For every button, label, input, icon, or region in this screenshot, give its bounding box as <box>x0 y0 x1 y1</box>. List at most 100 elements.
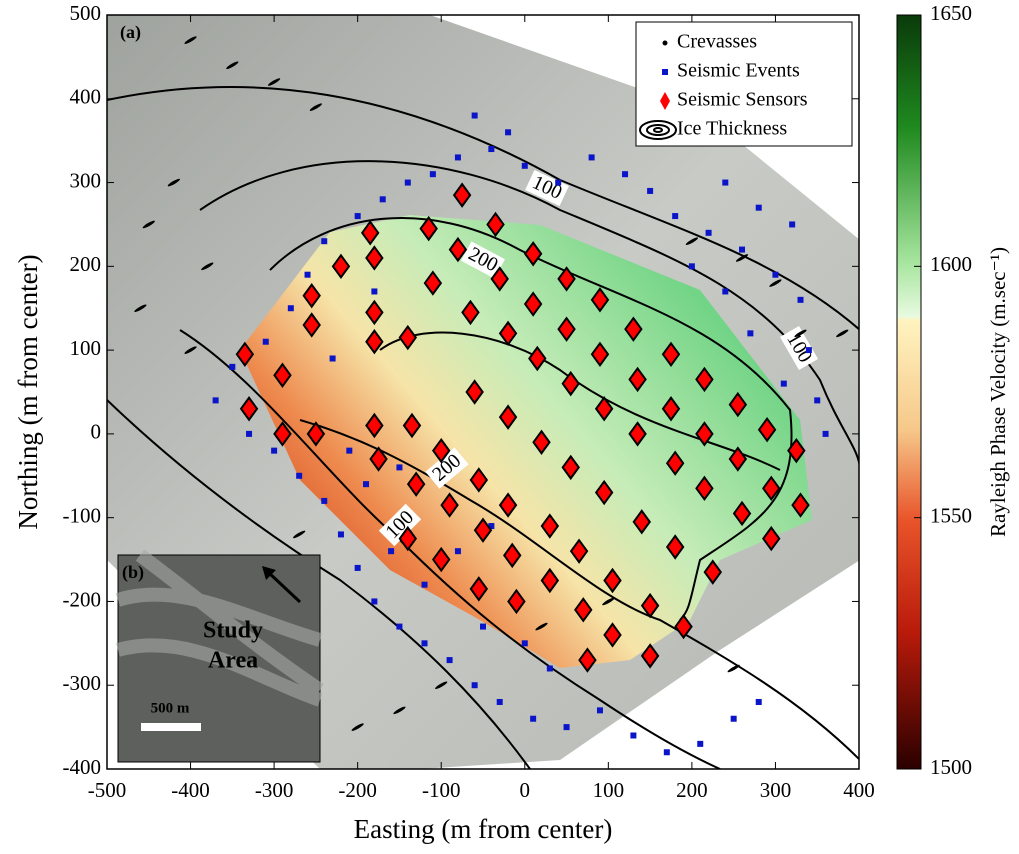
seismic-event <box>522 163 528 169</box>
seismic-event <box>380 196 386 202</box>
legend-label: Seismic Events <box>677 60 800 82</box>
colorbar-tick-label: 1500 <box>930 755 972 779</box>
seismic-event <box>731 716 737 722</box>
seismic-event <box>321 238 327 244</box>
x-tick-label: 100 <box>593 778 625 802</box>
inset-text: Area <box>208 648 258 674</box>
seismic-event <box>213 397 219 403</box>
inset-panel-label: (b) <box>122 562 144 583</box>
seismic-event <box>388 548 394 554</box>
seismic-event <box>647 188 653 194</box>
seismic-event <box>480 624 486 630</box>
seismic-event <box>355 213 361 219</box>
x-tick-label: 200 <box>676 778 708 802</box>
legend: Crevasses Seismic Events Seismic Sensors… <box>636 22 852 146</box>
x-tick-label: -100 <box>422 778 461 802</box>
inset-text: Study <box>203 618 263 644</box>
seismic-event <box>321 498 327 504</box>
seismic-event <box>497 699 503 705</box>
seismic-event <box>246 431 252 437</box>
x-tick-label: -200 <box>338 778 377 802</box>
seismic-event <box>422 640 428 646</box>
seismic-event <box>547 665 553 671</box>
seismic-event <box>630 732 636 738</box>
x-tick-label: -400 <box>171 778 210 802</box>
x-axis-title: Easting (m from center) <box>354 814 613 844</box>
seismic-event <box>789 221 795 227</box>
y-tick-label: -100 <box>63 503 102 527</box>
seismic-event <box>472 682 478 688</box>
seismic-event <box>664 749 670 755</box>
y-tick-label: -300 <box>63 671 102 695</box>
seismic-event <box>288 305 294 311</box>
seismic-event <box>555 180 561 186</box>
legend-marker <box>662 69 668 75</box>
seismic-event <box>622 171 628 177</box>
seismic-event <box>772 272 778 278</box>
seismic-event <box>564 724 570 730</box>
seismic-event <box>672 213 678 219</box>
colorbar-tick-label: 1650 <box>930 1 972 25</box>
seismic-event <box>355 565 361 571</box>
seismic-event <box>447 657 453 663</box>
y-tick-label: 500 <box>70 1 102 25</box>
legend-marker <box>663 41 668 46</box>
x-tick-label: 400 <box>843 778 875 802</box>
seismic-event <box>530 716 536 722</box>
seismic-event <box>814 397 820 403</box>
seismic-event <box>597 707 603 713</box>
crevasse <box>727 664 741 674</box>
colorbar-tick-label: 1550 <box>930 503 972 527</box>
panel-label: (a) <box>120 22 141 43</box>
seismic-event <box>505 129 511 135</box>
chart: (a) 100200100200100 Crevasses Seismic Ev… <box>0 0 1019 854</box>
seismic-event <box>305 272 311 278</box>
seismic-event <box>756 205 762 211</box>
seismic-event <box>371 288 377 294</box>
y-tick-label: 0 <box>91 420 102 444</box>
x-tick-label: -500 <box>88 778 127 802</box>
seismic-event <box>296 473 302 479</box>
seismic-event <box>706 230 712 236</box>
x-tick-label: 0 <box>520 778 531 802</box>
seismic-event <box>756 699 762 705</box>
legend-label: Seismic Sensors <box>677 89 808 111</box>
y-tick-label: 200 <box>70 252 102 276</box>
y-tick-label: -400 <box>63 755 102 779</box>
colorbar-title: Rayleigh Phase Velocity (m.sec⁻¹) <box>986 247 1010 537</box>
seismic-event <box>338 531 344 537</box>
seismic-event <box>330 355 336 361</box>
legend-label: Crevasses <box>677 31 757 53</box>
scale-label: 500 m <box>151 700 190 716</box>
seismic-event <box>271 448 277 454</box>
scale-bar <box>141 723 201 731</box>
seismic-event <box>430 171 436 177</box>
seismic-event <box>396 464 402 470</box>
seismic-event <box>589 154 595 160</box>
y-tick-label: 100 <box>70 336 102 360</box>
seismic-event <box>455 548 461 554</box>
seismic-event <box>422 582 428 588</box>
seismic-event <box>455 154 461 160</box>
seismic-event <box>806 347 812 353</box>
colorbar <box>897 15 921 769</box>
seismic-event <box>346 448 352 454</box>
seismic-event <box>781 381 787 387</box>
seismic-event <box>396 624 402 630</box>
seismic-event <box>405 180 411 186</box>
seismic-event <box>263 339 269 345</box>
seismic-event <box>229 364 235 370</box>
seismic-event <box>747 330 753 336</box>
seismic-event <box>722 180 728 186</box>
y-tick-label: -200 <box>63 587 102 611</box>
seismic-event <box>823 431 829 437</box>
seismic-event <box>371 598 377 604</box>
seismic-event <box>722 288 728 294</box>
colorbar-tick-label: 1600 <box>930 252 972 276</box>
seismic-event <box>798 297 804 303</box>
seismic-event <box>689 263 695 269</box>
seismic-event <box>522 640 528 646</box>
seismic-event <box>472 113 478 119</box>
y-tick-label: 300 <box>70 168 102 192</box>
seismic-event <box>697 741 703 747</box>
